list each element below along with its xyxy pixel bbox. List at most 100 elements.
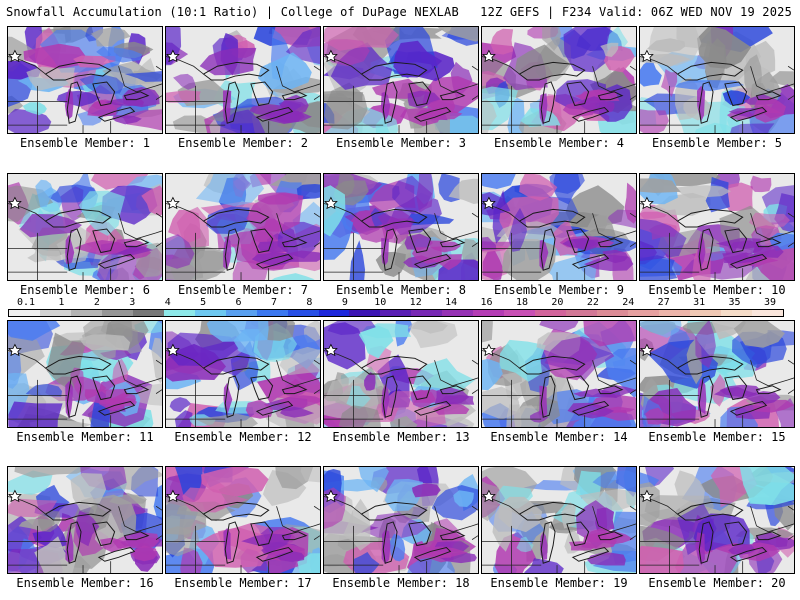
snowfall-map-graphic	[166, 467, 320, 573]
snowfall-shading	[384, 478, 423, 512]
snowfall-shading	[482, 99, 497, 133]
snowfall-map	[639, 466, 795, 574]
snowfall-shading	[8, 321, 61, 341]
lake-michigan-outline	[382, 521, 398, 564]
lake-superior-outline	[518, 501, 586, 521]
snowfall-shading	[539, 321, 579, 332]
snowfall-shading	[8, 515, 43, 554]
colorbar-swatch	[659, 310, 690, 316]
ensemble-member-label: Ensemble Member: 15	[648, 430, 786, 444]
colorbar-tick-label: 3	[129, 297, 136, 308]
state-border	[155, 65, 162, 71]
ensemble-member-label: Ensemble Member: 4	[493, 136, 625, 150]
location-star-icon	[324, 49, 338, 63]
location-star-icon	[8, 489, 22, 503]
snowfall-shading	[693, 513, 750, 552]
lake-huron-outline	[92, 81, 116, 107]
ensemble-member-label: Ensemble Member: 20	[648, 576, 786, 590]
colorbar-tick-label: 16	[480, 297, 493, 308]
location-star-icon	[324, 489, 338, 503]
ensemble-member-label: Ensemble Member: 7	[177, 283, 309, 297]
state-border	[155, 535, 162, 540]
colorbar-tick-label: 5	[200, 297, 207, 308]
location-star-icon	[640, 489, 654, 503]
lake-erie-outline	[255, 106, 294, 122]
snowfall-shading	[232, 260, 270, 280]
snowfall-shading	[640, 545, 684, 573]
location-star-icon	[8, 49, 22, 63]
lake-huron-outline	[250, 521, 274, 547]
snowfall-shading	[174, 410, 193, 427]
lake-huron-outline	[250, 228, 274, 254]
lake-huron-outline	[566, 81, 590, 107]
snowfall-map	[7, 173, 163, 281]
state-border	[471, 359, 478, 365]
lake-michigan-outline	[698, 81, 714, 124]
snowfall-shading	[523, 558, 564, 573]
state-border	[155, 242, 162, 247]
lake-michigan-band	[223, 236, 232, 270]
ensemble-member-label: Ensemble Member: 2	[177, 136, 309, 150]
snowfall-shading	[201, 467, 269, 497]
lake-michigan-outline	[382, 228, 398, 271]
lake-effect-band	[400, 107, 441, 127]
lake-erie-outline	[729, 546, 768, 562]
lake-effect-band	[753, 104, 785, 123]
lake-superior-outline	[202, 61, 270, 81]
location-star-icon	[166, 49, 180, 63]
lake-michigan-outline	[224, 81, 240, 124]
snowfall-shading	[482, 321, 493, 343]
snowfall-shading	[519, 174, 558, 201]
snowfall-shading	[34, 536, 76, 573]
state-border	[629, 389, 636, 394]
lake-effect-band	[257, 240, 291, 254]
snowfall-shading	[674, 80, 745, 92]
ensemble-member-label: Ensemble Member: 19	[490, 576, 628, 590]
state-border	[155, 505, 162, 511]
snowfall-shading	[563, 27, 611, 73]
state-border	[155, 212, 162, 218]
location-star-icon	[482, 343, 496, 357]
snowfall-shading	[448, 178, 478, 205]
lake-michigan-outline	[540, 228, 556, 271]
product-title: Snowfall Accumulation (10:1 Ratio) | Col…	[6, 5, 459, 19]
snowfall-shading	[516, 536, 534, 553]
snowfall-shading	[358, 467, 389, 493]
lake-erie-outline	[571, 106, 610, 122]
international-border	[276, 506, 320, 533]
lake-erie-outline	[571, 546, 610, 562]
colorbar-tick-label: 39	[763, 297, 777, 308]
snowfall-map-graphic	[8, 27, 162, 133]
snowfall-shading	[600, 42, 619, 58]
lake-effect-band	[251, 252, 295, 267]
colorbar-swatch	[380, 310, 412, 316]
snowfall-shading	[364, 371, 376, 391]
lake-michigan-band	[381, 384, 390, 421]
colorbar-tick-label: 7	[270, 297, 278, 308]
snowfall-shading	[124, 71, 162, 82]
state-border	[471, 505, 478, 511]
snowfall-shading	[153, 484, 162, 521]
ensemble-member-label: Ensemble Member: 17	[174, 576, 312, 590]
international-border	[592, 66, 636, 93]
international-border	[592, 360, 636, 387]
lake-effect-band	[602, 249, 629, 264]
lake-michigan-outline	[698, 375, 714, 418]
snowfall-shading	[121, 109, 162, 131]
colorbar-swatch	[442, 310, 474, 316]
lake-ontario-outline	[755, 385, 782, 395]
snowfall-map	[323, 320, 479, 428]
colorbar-tick-label: 10	[374, 297, 387, 308]
lake-ontario-outline	[281, 531, 308, 541]
snowfall-shading	[542, 27, 561, 51]
snowfall-shading	[446, 416, 475, 427]
state-border	[155, 359, 162, 365]
valid-time: 12Z GEFS | F234 Valid: 06Z WED NOV 19 20…	[480, 5, 792, 19]
international-border	[434, 66, 478, 93]
snowfall-shading	[624, 182, 636, 224]
snowfall-shading	[166, 90, 201, 103]
snowfall-shading	[553, 174, 581, 205]
location-star-icon	[8, 196, 22, 210]
lake-ontario-outline	[123, 91, 150, 101]
snowfall-shading	[324, 27, 399, 51]
